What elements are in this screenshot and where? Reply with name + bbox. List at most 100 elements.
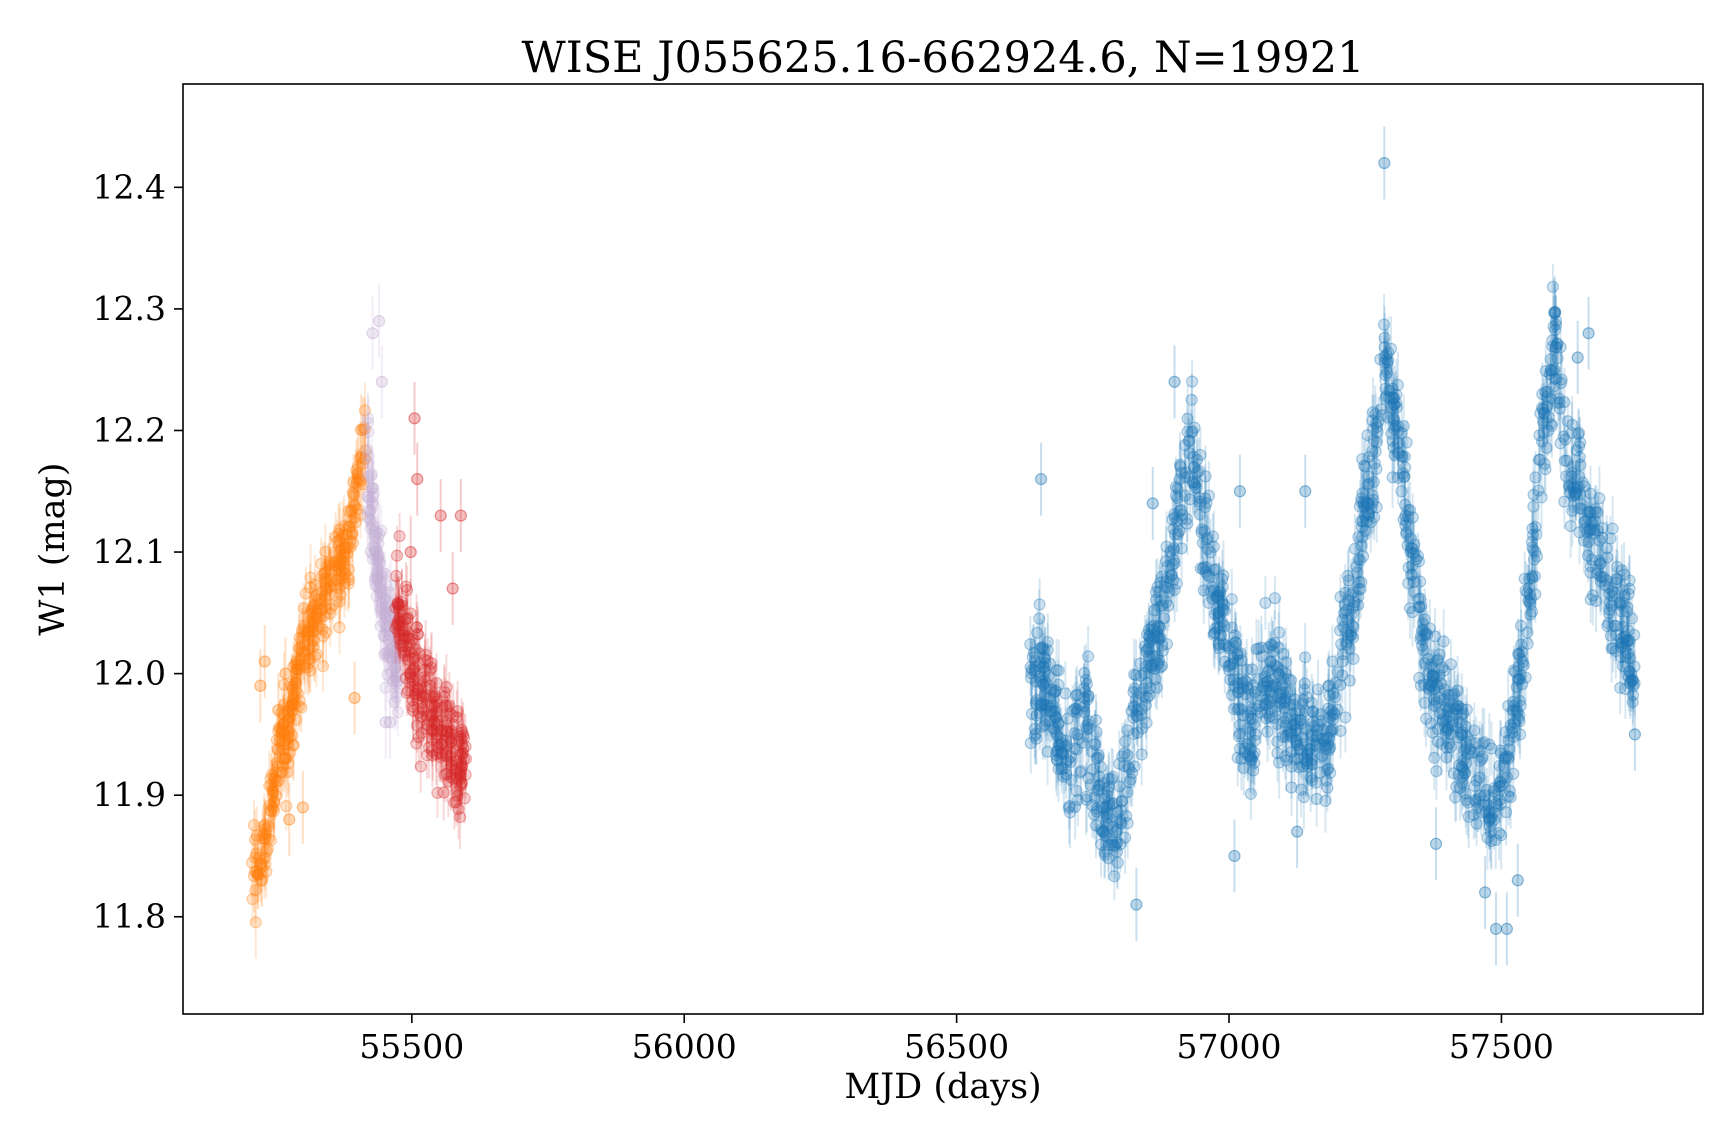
data-point [341, 547, 354, 560]
data-point [415, 689, 428, 702]
data-point [370, 580, 384, 593]
data-point [285, 698, 298, 711]
series-1 [361, 284, 405, 759]
data-point [361, 469, 375, 483]
data-point [279, 667, 292, 680]
data-point [1513, 709, 1526, 722]
data-point [310, 611, 323, 624]
data-point [323, 588, 336, 601]
data-point [1050, 663, 1063, 677]
data-point [1082, 650, 1095, 663]
data-point [278, 728, 291, 741]
data-point [351, 468, 364, 481]
data-point [343, 541, 356, 554]
data-point [364, 504, 377, 517]
data-point [1440, 751, 1453, 764]
data-point [343, 521, 356, 534]
data-point [375, 596, 389, 609]
data-point [264, 772, 277, 785]
series-2 [389, 381, 473, 849]
data-point [268, 773, 282, 786]
data-point [379, 607, 392, 620]
data-point [319, 590, 332, 603]
data-point [375, 375, 388, 388]
data-point [384, 612, 397, 625]
data-point [260, 865, 273, 878]
data-point [272, 703, 285, 717]
data-point [1500, 922, 1513, 936]
data-point [352, 473, 366, 486]
data-point [450, 711, 463, 724]
data-point [350, 463, 363, 477]
data-point [334, 559, 348, 572]
data-point [308, 598, 321, 611]
data-point [375, 603, 388, 616]
data-point [379, 600, 393, 614]
data-point [307, 624, 320, 637]
data-point [434, 509, 447, 522]
data-point [1489, 922, 1503, 936]
data-point [338, 576, 351, 589]
data-point [435, 714, 448, 727]
data-point [368, 529, 381, 542]
data-point [329, 559, 342, 572]
data-point [283, 724, 296, 737]
data-point [289, 658, 302, 671]
data-point [338, 545, 351, 558]
data-point [363, 493, 376, 506]
data-point [351, 467, 364, 480]
data-point [285, 680, 298, 693]
data-point [307, 640, 320, 653]
data-point [250, 865, 263, 878]
data-point [1628, 728, 1641, 741]
data-point [1128, 701, 1141, 714]
data-point [1417, 624, 1430, 637]
data-point [421, 654, 434, 668]
data-point [353, 452, 367, 465]
data-point [267, 785, 280, 799]
data-point [1168, 375, 1181, 388]
data-point [332, 563, 345, 576]
data-point [364, 513, 377, 527]
data-point [264, 804, 278, 817]
data-point [396, 639, 409, 653]
data-point [303, 581, 317, 594]
data-point [354, 475, 368, 488]
data-point [1511, 874, 1524, 887]
data-point [1285, 781, 1298, 794]
data-point [1616, 584, 1629, 597]
data-point [386, 640, 399, 653]
data-point [281, 738, 294, 751]
data-point [358, 404, 372, 417]
data-point [258, 851, 271, 865]
data-point [1429, 837, 1443, 850]
data-point [334, 554, 347, 567]
data-point [261, 842, 274, 856]
data-point [1228, 849, 1241, 863]
data-point [331, 574, 344, 587]
data-point [428, 689, 442, 702]
data-point [379, 567, 392, 581]
data-point [352, 460, 365, 473]
data-point [1143, 650, 1156, 663]
data-point [295, 701, 308, 714]
data-point [1024, 736, 1037, 750]
data-point [377, 629, 390, 642]
data-point [301, 644, 314, 657]
data-point [379, 605, 392, 618]
data-point [302, 625, 316, 638]
data-point [327, 556, 340, 569]
data-point [302, 615, 316, 629]
data-point [378, 648, 391, 661]
data-point [1139, 698, 1152, 712]
data-point [1321, 781, 1334, 794]
data-point [379, 716, 392, 729]
data-point [272, 774, 285, 787]
data-point [1507, 695, 1520, 709]
data-point [335, 543, 348, 556]
data-point [406, 693, 419, 707]
data-point [357, 421, 370, 434]
data-point [1173, 524, 1186, 538]
data-point [1261, 725, 1274, 738]
data-point [1188, 421, 1201, 434]
